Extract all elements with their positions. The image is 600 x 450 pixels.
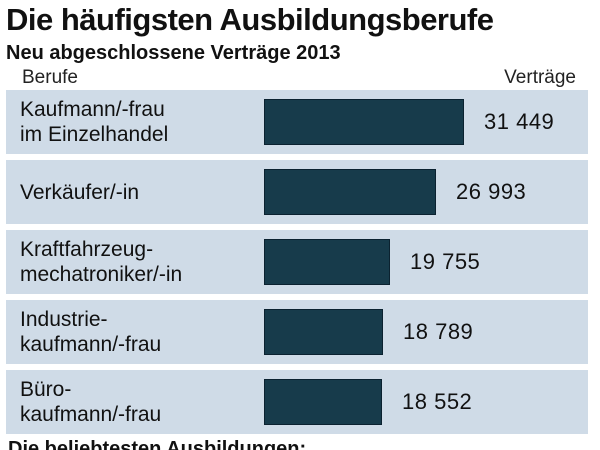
bar-row: Kraftfahrzeug-mechatroniker/-in 19 755 [6,230,588,294]
bar-row: Kaufmann/-frau im Einzelhandel 31 449 [6,90,588,154]
value-label: 18 552 [402,389,473,414]
category-label-line: im Einzelhandel [20,123,169,146]
bar-row: Verkäufer/-in 26 993 [6,160,588,224]
category-label-line: Büro- [20,378,72,401]
value-label: 19 755 [410,249,481,274]
category-label-line: Industrie- [20,308,108,331]
value-label: 26 993 [456,179,527,204]
value-label: 18 789 [403,319,474,344]
category-label: Kaufmann/-frau im Einzelhandel [20,90,168,154]
chart-subtitle: Neu abgeschlossene Verträge 2013 [6,42,341,64]
category-label-line: kaufmann/-frau [20,333,162,356]
category-label-line: Verkäufer/-in [20,180,140,204]
bar [264,379,382,425]
chart-title: Die häufigsten Ausbildungsberufe [6,2,494,37]
category-label-line: Kaufmann/-frau [20,98,165,121]
category-label: Verkäufer/-in [20,160,139,224]
value-label: 31 449 [484,109,555,134]
bar [264,239,390,285]
category-label-line: Kraftfahrzeug- [20,238,154,261]
footer-heading: Die beliebtesten Ausbildungen: [8,438,307,450]
bar [264,309,383,355]
category-label: Büro-kaufmann/-frau [20,370,161,434]
value-column-header: Verträge [504,67,576,88]
category-label-line: kaufmann/-frau [20,403,162,426]
category-label: Kraftfahrzeug-mechatroniker/-in [20,230,182,294]
bar-row: Industrie-kaufmann/-frau 18 789 [6,300,588,364]
category-label-line: mechatroniker/-in [20,263,183,286]
bar [264,169,436,215]
category-label: Industrie-kaufmann/-frau [20,300,161,364]
bar-row: Büro-kaufmann/-frau 18 552 [6,370,588,434]
category-column-header: Berufe [22,67,78,88]
bar [264,99,464,145]
